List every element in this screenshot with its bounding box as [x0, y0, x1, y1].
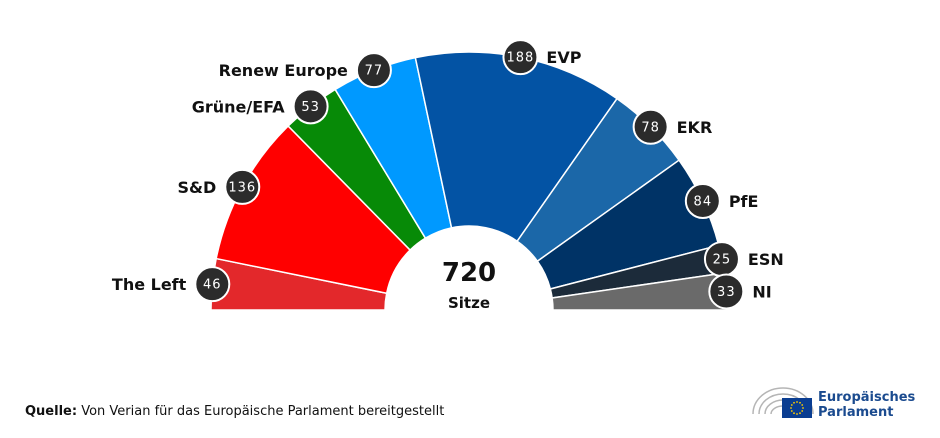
seat-badge-circle [632, 108, 669, 145]
flag-star-icon [790, 407, 792, 409]
seat-count: 78 [641, 120, 660, 135]
flag-star-icon [802, 407, 804, 409]
seat-badge-gr-ne-efa: 53 [292, 88, 329, 125]
seat-count: 188 [507, 51, 535, 66]
logo-line-2: Parlament [818, 405, 894, 420]
seat-count: 77 [365, 64, 384, 79]
flag-star-icon [799, 412, 801, 415]
seat-count: 46 [203, 278, 222, 293]
flag-star-icon [801, 410, 804, 412]
party-label-evp: EVP [546, 48, 581, 67]
party-label-ekr: EKR [677, 118, 713, 137]
flag-star-icon [793, 401, 795, 404]
seat-badge-circle [224, 168, 261, 205]
seat-count: 136 [228, 180, 256, 195]
seat-badge-renew-europe: 77 [355, 52, 392, 89]
seat-segments [210, 51, 728, 311]
flag-star-icon [796, 401, 798, 403]
hemicycle-logo-icon [752, 387, 814, 418]
seat-badge-circle [684, 182, 721, 219]
eu-flag-icon [782, 398, 812, 418]
flag-star-icon [801, 404, 804, 406]
seat-count: 53 [301, 100, 320, 115]
seat-badge-circle [292, 88, 329, 125]
seat-badges: 46 136 53 77 188 78 84 25 33 [194, 39, 745, 310]
seat-badge-evp: 188 [502, 39, 539, 76]
seat-badge-circle [194, 266, 231, 303]
seat-badge-ekr: 78 [632, 108, 669, 145]
total-seats-label: Sitze [448, 294, 490, 312]
flag-star-icon [793, 412, 795, 415]
seat-badge-circle [708, 273, 745, 310]
party-label-esn: ESN [748, 250, 784, 269]
ep-logo: Europäisches Parlament [748, 380, 928, 426]
segment-s-d [215, 124, 412, 295]
party-labels: The Left S&D Grüne/EFA Renew Europe EVP EKR Pf… [112, 48, 784, 301]
flag-star-icon [790, 404, 793, 406]
seat-badge-pfe: 84 [684, 182, 721, 219]
seat-badge-the-left: 46 [194, 266, 231, 303]
seat-badge-ni: 33 [708, 273, 745, 310]
total-seats: 720 [442, 258, 496, 288]
flag-star-icon [790, 410, 793, 412]
source-text: Von Verian für das Europäische Parlament… [77, 404, 445, 419]
logo-line-1: Europäisches [818, 390, 916, 405]
seat-count: 25 [713, 253, 732, 268]
seat-badge-esn: 25 [703, 241, 740, 278]
party-label-pfe: PfE [729, 192, 759, 211]
party-label-the-left: The Left [112, 275, 187, 294]
party-label-s-d: S&D [177, 178, 216, 197]
seat-badge-circle [355, 52, 392, 89]
seat-count: 84 [694, 194, 713, 209]
party-label-renew-europe: Renew Europe [219, 61, 348, 80]
seat-badge-s-d: 136 [224, 168, 261, 205]
flag-star-icon [796, 413, 798, 415]
party-label-ni: NI [752, 282, 771, 301]
seat-count: 33 [717, 285, 736, 300]
flag-star-icon [799, 401, 801, 404]
source-label: Quelle: [25, 404, 78, 419]
party-label-gr-ne-efa: Grüne/EFA [192, 97, 286, 116]
source-note: Quelle: Von Verian für das Europäische P… [25, 404, 444, 419]
segment-evp [414, 51, 619, 243]
seat-badge-circle [502, 39, 539, 76]
